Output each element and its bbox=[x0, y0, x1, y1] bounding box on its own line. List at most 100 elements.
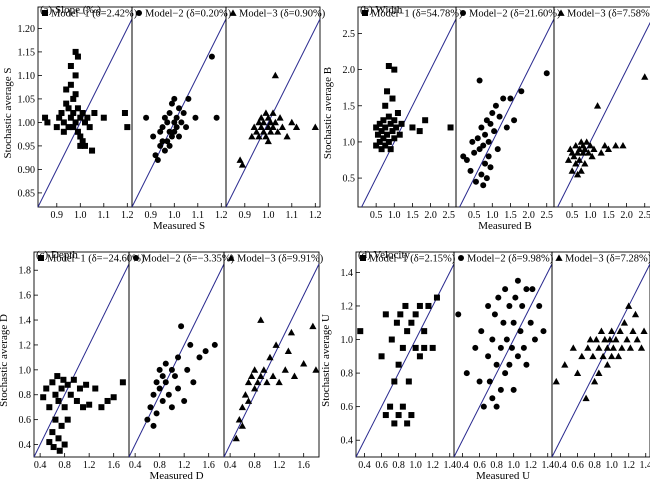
x-tick-label: 1.1 bbox=[286, 210, 299, 221]
data-point bbox=[483, 175, 490, 182]
x-tick-label: 2.5 bbox=[540, 210, 553, 221]
data-point bbox=[489, 395, 496, 402]
data-point bbox=[447, 124, 454, 131]
data-point bbox=[398, 120, 405, 127]
x-tick-label: 1.2 bbox=[622, 460, 635, 471]
x-tick-label: 1.2 bbox=[524, 460, 537, 471]
data-point bbox=[382, 142, 389, 149]
y-tick-label: 1.00 bbox=[18, 118, 36, 129]
data-point bbox=[248, 132, 256, 140]
reference-line-1to1 bbox=[551, 263, 650, 458]
data-point bbox=[157, 128, 164, 135]
data-point bbox=[269, 109, 277, 116]
legend-marker bbox=[136, 10, 142, 16]
data-point bbox=[482, 131, 489, 138]
data-point bbox=[63, 100, 70, 107]
subplot-3: 0.4 0.6 0.8 1.0 1.2 1.4 Model−3 (δ=7.28%) bbox=[551, 251, 650, 471]
data-point bbox=[619, 141, 627, 149]
y-axis-label: Stochastic average D bbox=[0, 314, 10, 407]
data-point bbox=[171, 128, 178, 135]
y-axis-label: Stochastic average S bbox=[2, 67, 14, 158]
data-point bbox=[518, 88, 525, 95]
data-point bbox=[147, 404, 154, 411]
x-tick-label: 1.2 bbox=[215, 210, 228, 221]
data-point bbox=[500, 95, 507, 102]
data-point bbox=[183, 124, 190, 131]
data-point bbox=[472, 344, 479, 351]
data-point bbox=[421, 344, 428, 351]
data-point bbox=[380, 135, 387, 142]
y-tick-label: 0.85 bbox=[18, 188, 36, 199]
data-point bbox=[389, 128, 396, 135]
subplot-1: 0.4 0.6 0.8 1.0 1.2 1.4 Model−1 (δ=2.15%) bbox=[355, 251, 456, 471]
x-tick-label: 1.5 bbox=[504, 210, 517, 221]
data-point bbox=[570, 152, 578, 160]
data-point bbox=[590, 145, 598, 153]
plot-frame bbox=[453, 251, 553, 458]
data-point bbox=[67, 114, 74, 121]
data-point bbox=[250, 123, 258, 130]
data-point bbox=[74, 105, 81, 112]
data-point bbox=[393, 124, 400, 131]
data-point bbox=[503, 124, 510, 131]
data-point bbox=[382, 412, 389, 419]
data-point bbox=[43, 385, 50, 392]
data-point bbox=[404, 328, 411, 335]
data-point bbox=[476, 378, 483, 385]
data-point bbox=[92, 385, 99, 392]
data-point bbox=[84, 114, 91, 121]
data-point bbox=[46, 439, 53, 446]
data-point bbox=[76, 385, 83, 392]
y-tick-label: 0.4 bbox=[19, 440, 32, 451]
data-point bbox=[618, 344, 626, 351]
data-point bbox=[510, 319, 517, 326]
data-point bbox=[91, 110, 98, 116]
x-tick-label: 1.0 bbox=[507, 460, 520, 471]
x-tick-label: 1.0 bbox=[584, 210, 597, 221]
data-point bbox=[561, 361, 569, 368]
data-point bbox=[70, 110, 77, 116]
data-point bbox=[421, 328, 428, 335]
data-point bbox=[463, 157, 470, 163]
data-point bbox=[70, 95, 77, 102]
data-point bbox=[211, 341, 218, 348]
y-tick-label: 0.8 bbox=[19, 390, 32, 401]
y-tick-label: 1.10 bbox=[18, 71, 36, 82]
x-axis-label: Measured D bbox=[149, 470, 203, 480]
x-axis-label: Measured B bbox=[478, 220, 531, 232]
data-point bbox=[119, 379, 126, 386]
data-point bbox=[399, 403, 406, 410]
data-point bbox=[159, 397, 166, 404]
data-point bbox=[569, 344, 577, 351]
data-point bbox=[579, 149, 587, 156]
data-point bbox=[416, 353, 423, 360]
data-point bbox=[606, 335, 614, 343]
data-point bbox=[55, 397, 62, 404]
data-point bbox=[267, 118, 275, 126]
y-tick-label: 1.0 bbox=[19, 365, 32, 376]
data-point bbox=[623, 335, 631, 343]
data-point bbox=[408, 319, 415, 326]
data-point bbox=[517, 328, 524, 335]
data-point bbox=[391, 135, 398, 142]
data-point bbox=[626, 344, 634, 351]
data-point bbox=[412, 311, 419, 318]
data-point bbox=[247, 372, 256, 379]
x-tick-label: 0.4 bbox=[224, 460, 237, 471]
data-point bbox=[391, 378, 398, 385]
data-point bbox=[409, 124, 416, 131]
data-point bbox=[83, 381, 90, 388]
legend-label: Model−3 (δ=7.58%) bbox=[567, 9, 650, 20]
data-point bbox=[416, 302, 423, 309]
legend-label: Model−1 (δ=−24.60%) bbox=[47, 254, 145, 265]
data-point bbox=[527, 319, 534, 326]
data-point bbox=[591, 377, 599, 385]
data-point bbox=[472, 178, 479, 185]
data-point bbox=[497, 386, 504, 393]
data-point bbox=[40, 394, 47, 401]
legend-label: Model−2 (δ=0.20%) bbox=[145, 9, 232, 20]
chart-panel-a: (a) Slope (‰)Stochastic average S0.850.9… bbox=[2, 4, 326, 232]
data-point bbox=[512, 294, 519, 301]
data-point bbox=[168, 404, 175, 411]
y-tick-label: 1.05 bbox=[18, 94, 36, 105]
